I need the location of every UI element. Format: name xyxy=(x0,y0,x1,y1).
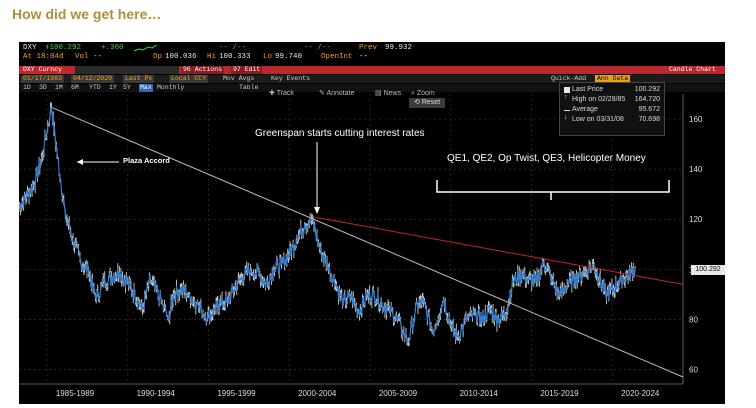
quote-line-1: DXY ↟100.292 +.360 -- /-- -- /-- Prev 99… xyxy=(19,44,725,53)
timeframe-bar: Table 1D 3D 1M 6M YTD 1Y 5Y Max Monthly xyxy=(19,84,725,92)
price-series-line xyxy=(19,106,636,343)
quote-line-2: At 18:04d Vol -- Op 100.036 Hi 100.333 L… xyxy=(19,53,725,62)
red-trendline xyxy=(312,216,684,285)
bloomberg-terminal: DXY ↟100.292 +.360 -- /-- -- /-- Prev 99… xyxy=(19,42,725,404)
qe-brace xyxy=(436,180,670,200)
legend-low: ↓ Low on 03/31/08 70.698 xyxy=(564,114,660,123)
y-tick-label: 60 xyxy=(689,365,698,374)
lo-label: Lo xyxy=(263,53,273,61)
news-tool[interactable]: ▤ News xyxy=(375,90,402,97)
x-tick-label: 2000-2004 xyxy=(298,389,337,398)
quick-add-menu[interactable]: Quick-Add xyxy=(549,75,589,83)
security-toolbar: DXY Curncy 96 Actions 97 Edit Candle Cha… xyxy=(19,66,725,74)
reset-button[interactable]: ⟲ Reset xyxy=(409,98,446,108)
zoom-tool[interactable]: ⌕ Zoom xyxy=(411,90,435,97)
timeframe-6m[interactable]: 6M xyxy=(71,84,79,91)
y-tick-label: 140 xyxy=(689,165,703,174)
y-tick-label: 80 xyxy=(689,315,698,324)
timeframe-5y[interactable]: 5Y xyxy=(123,84,131,91)
actions-menu[interactable]: 96 Actions xyxy=(181,66,225,74)
local-ccy-select[interactable]: Local CCY xyxy=(169,75,209,83)
greenspan-arrowhead xyxy=(314,207,320,214)
table-toggle[interactable]: Table xyxy=(239,84,259,91)
hi-value: 100.333 xyxy=(219,53,251,61)
y-tick-label: 120 xyxy=(689,215,703,224)
last-price-swatch xyxy=(564,87,570,93)
dashes-2: -- /-- xyxy=(304,44,332,52)
price-change: +.360 xyxy=(101,44,124,52)
average-line-icon xyxy=(564,110,570,111)
openint-value: -- xyxy=(359,53,369,61)
time-label: At 18:04d xyxy=(23,53,64,61)
x-tick-label: 2015-2019 xyxy=(540,389,579,398)
x-tick-label: 1985-1989 xyxy=(56,389,95,398)
date-end-field[interactable]: 04/12/2020 xyxy=(71,75,115,83)
last-px-select[interactable]: Last Px xyxy=(123,75,155,83)
legend-average: Average 95.672 xyxy=(564,105,660,115)
y-tick-label: 160 xyxy=(689,115,703,124)
dashes-1: -- /-- xyxy=(219,44,247,52)
plaza-accord-annotation: Plaza Accord xyxy=(123,156,170,165)
last-price-label: 100.292 xyxy=(691,265,725,275)
toolbar-red-strip xyxy=(179,66,725,74)
timeframe-ytd[interactable]: YTD xyxy=(89,84,101,91)
x-tick-label: 2005-2009 xyxy=(379,389,418,398)
timeframe-1m[interactable]: 1M xyxy=(55,84,63,91)
high-arrow-icon: ↑ xyxy=(564,94,568,101)
x-tick-label: 1995-1999 xyxy=(217,389,256,398)
timeframe-monthly[interactable]: Monthly xyxy=(157,84,185,91)
prev-value: 99.932 xyxy=(385,44,413,52)
op-label: Op xyxy=(153,53,163,61)
timeframe-3d[interactable]: 3D xyxy=(39,84,47,91)
sparkline-icon xyxy=(133,44,158,57)
qe-annotation: QE1, QE2, Op Twist, QE3, Helicopter Mone… xyxy=(447,153,646,164)
timeframe-1d[interactable]: 1D xyxy=(23,84,31,91)
chart-legend: Last Price 100.292 ↑ High on 02/28/85 16… xyxy=(559,82,665,136)
lo-value: 99.740 xyxy=(275,53,303,61)
date-toolbar: 01/17/1983 04/12/2020 Last Px Local CCY … xyxy=(19,75,725,83)
last-price: ↟100.292 xyxy=(45,44,82,52)
x-tick-label: 2020-2024 xyxy=(621,389,660,398)
legend-last-price: Last Price 100.292 xyxy=(564,85,660,95)
edit-menu[interactable]: 97 Edit xyxy=(231,66,263,74)
legend-high: ↑ High on 02/28/85 164.720 xyxy=(564,94,660,103)
annotate-tool[interactable]: ✎ Annotate xyxy=(319,90,355,97)
key-events-toggle[interactable]: Key Events xyxy=(269,75,313,83)
openint-label: OpenInt xyxy=(321,53,353,61)
prev-label: Prev xyxy=(359,44,378,52)
track-tool[interactable]: ✚ Track xyxy=(269,90,294,97)
mov-avgs-toggle[interactable]: Mov Avgs xyxy=(221,75,257,83)
timeframe-1y[interactable]: 1Y xyxy=(109,84,117,91)
x-tick-label: 1990-1994 xyxy=(137,389,176,398)
timeframe-max[interactable]: Max xyxy=(139,84,153,92)
vol-value: -- xyxy=(93,53,103,61)
ticker: DXY xyxy=(23,44,37,52)
ann-data-button[interactable]: Ann Data xyxy=(595,75,631,83)
op-value: 100.036 xyxy=(165,53,197,61)
chart-type-label[interactable]: Candle Chart xyxy=(667,66,718,74)
greenspan-annotation: Greenspan starts cutting interest rates xyxy=(255,128,425,139)
price-chart[interactable]: 60801001201401601985-19891990-19941995-1… xyxy=(19,42,725,404)
low-arrow-icon: ↓ xyxy=(564,114,568,121)
white-trendline xyxy=(51,106,684,378)
vol-label: Vol xyxy=(75,53,89,61)
plaza-arrowhead xyxy=(77,159,83,165)
date-start-field[interactable]: 01/17/1983 xyxy=(21,75,65,83)
slide-title: How did we get here… xyxy=(12,6,162,22)
security-field[interactable]: DXY Curncy xyxy=(21,66,65,74)
hi-label: Hi xyxy=(207,53,217,61)
x-tick-label: 2010-2014 xyxy=(460,389,499,398)
